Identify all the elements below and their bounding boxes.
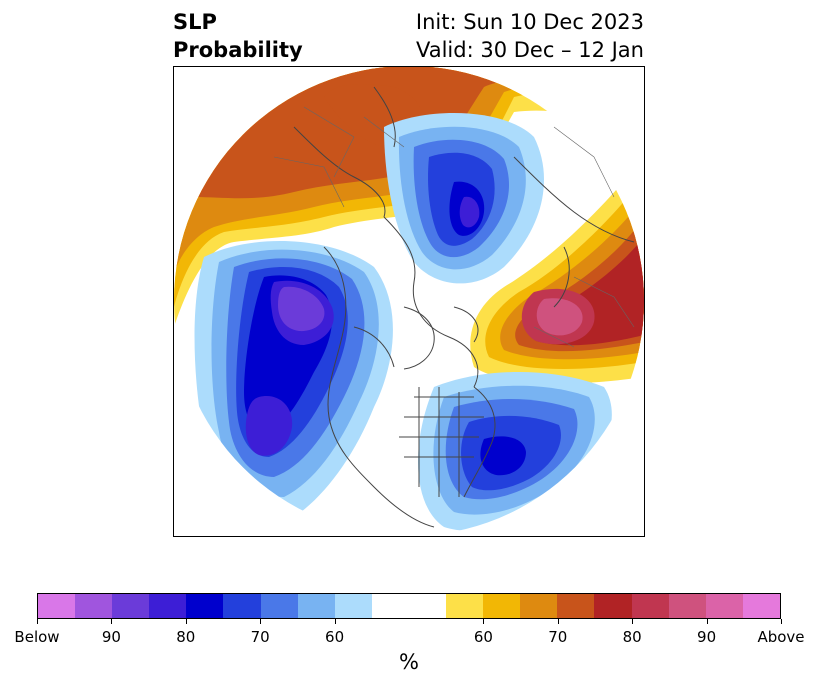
colorbar-swatch <box>705 594 743 618</box>
colorbar-tick-mark <box>185 619 187 624</box>
coastlines <box>293 86 635 528</box>
below-region-arctic <box>384 113 544 284</box>
colorbar-tick-mark <box>781 619 782 624</box>
colorbar-swatch <box>334 594 372 618</box>
title-variable: SLP <box>173 10 217 34</box>
colorbar <box>37 593 781 619</box>
colorbar-tick-mark <box>483 619 485 624</box>
colorbar-swatch <box>557 594 595 618</box>
colorbar-swatch <box>223 594 261 618</box>
colorbar-tick-mark <box>260 619 262 624</box>
map-frame <box>173 66 645 537</box>
colorbar-tick-label: 60 <box>473 628 493 646</box>
colorbar-swatch <box>297 594 335 618</box>
colorbar-tick-mark <box>706 619 708 624</box>
colorbar-swatch <box>75 594 113 618</box>
colorbar-swatch <box>594 594 632 618</box>
colorbar-tick-label: 70 <box>250 628 270 646</box>
colorbar-swatch <box>149 594 187 618</box>
colorbar-swatch <box>38 594 76 618</box>
colorbar-swatch <box>742 594 780 618</box>
colorbar-swatch <box>668 594 706 618</box>
colorbar-swatch <box>631 594 669 618</box>
title-right: Init: Sun 10 Dec 2023 Valid: 30 Dec – 12… <box>416 8 644 64</box>
colorbar-tick-label: Above <box>757 628 805 646</box>
probability-map <box>174 67 644 536</box>
title-metric: Probability <box>173 38 303 62</box>
below-region-atlantic <box>417 372 612 531</box>
colorbar-swatch <box>446 594 484 618</box>
colorbar-tick-label: 80 <box>176 628 196 646</box>
colorbar-swatch <box>408 594 447 618</box>
colorbar-swatch <box>112 594 150 618</box>
colorbar-swatch <box>371 594 409 618</box>
probability-field <box>174 67 644 536</box>
colorbar-unit-label: % <box>399 650 419 674</box>
colorbar-tick-mark <box>334 619 336 624</box>
colorbar-tick-mark <box>37 619 38 624</box>
colorbar-tick-label: 80 <box>622 628 642 646</box>
colorbar-tick-label: 70 <box>548 628 568 646</box>
init-date: Init: Sun 10 Dec 2023 <box>415 10 644 34</box>
colorbar-tick-mark <box>557 619 559 624</box>
colorbar-tick-mark <box>632 619 634 624</box>
colorbar-tick-label: 90 <box>101 628 121 646</box>
colorbar-swatch <box>483 594 521 618</box>
colorbar-tick-mark <box>111 619 113 624</box>
colorbar-swatch <box>186 594 224 618</box>
title-left: SLP Probability <box>173 8 303 64</box>
colorbar-tick-label: 90 <box>697 628 717 646</box>
colorbar-swatch <box>520 594 558 618</box>
colorbar-tick-label: Below <box>14 628 60 646</box>
colorbar-swatch <box>260 594 298 618</box>
valid-range: Valid: 30 Dec – 12 Jan <box>415 38 644 62</box>
colorbar-tick-label: 60 <box>325 628 345 646</box>
above-region-asia-pacific <box>470 157 644 384</box>
